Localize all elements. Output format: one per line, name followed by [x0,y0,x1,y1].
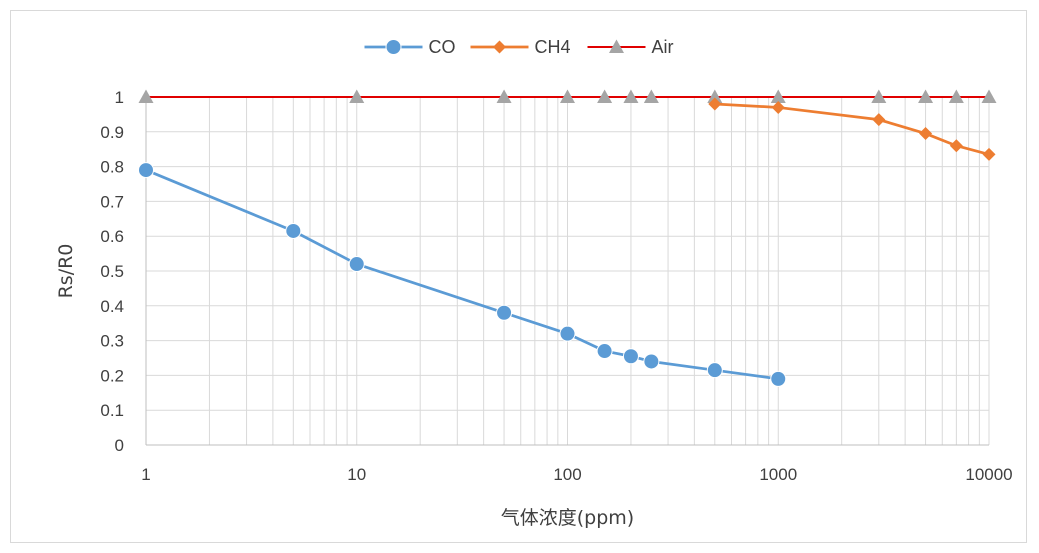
y-tick-label: 0.7 [100,192,124,211]
data-point-co [285,222,302,239]
data-point-ch4 [949,139,963,153]
legend-entry-ch4: CH4 [470,37,571,57]
y-tick-label: 0.5 [100,262,124,281]
y-tick-label: 0.2 [100,366,124,385]
data-point-air [138,89,154,103]
data-point-air [707,89,723,103]
legend-marker-air [609,39,624,53]
data-point-ch4 [771,100,785,114]
y-axis-title: Rs/R0 [55,244,77,299]
data-point-ch4 [872,113,886,127]
x-tick-label: 100 [553,465,581,484]
data-point-air [981,89,997,103]
data-point-ch4 [919,127,933,141]
legend-label: CO [429,37,456,57]
data-point-air [496,89,512,103]
data-point-co [496,304,513,321]
y-tick-label: 0.3 [100,332,124,351]
data-point-air [349,89,365,103]
data-point-air [871,89,887,103]
series-ch4 [708,97,996,161]
series-co [138,162,787,387]
legend-marker-ch4 [493,40,506,54]
series-line-ch4 [714,102,990,156]
data-point-air [597,89,613,103]
data-point-ch4 [708,97,722,111]
data-point-co [643,353,660,370]
data-point-co [770,370,787,387]
legend-marker-co [385,39,402,55]
x-axis-title: 气体浓度(ppm) [501,507,634,529]
y-tick-label: 0.8 [100,158,124,177]
legend-label: Air [652,37,674,57]
y-tick-label: 0.4 [100,297,124,316]
data-point-ch4 [982,147,996,161]
series-layer [138,89,997,387]
data-point-air [623,89,639,103]
chart-container [10,10,1027,543]
x-tick-label: 10 [347,465,366,484]
x-tick-label: 10000 [965,465,1012,484]
data-point-air [948,89,964,103]
data-point-co [138,162,154,179]
legend-label: CH4 [535,37,571,57]
data-point-co [622,348,639,365]
y-tick-label: 0.9 [100,123,124,142]
data-point-co [596,343,613,360]
y-tick-label: 0.1 [100,401,124,420]
data-point-air [560,89,575,103]
x-tick-label: 1 [141,465,150,484]
data-point-air [918,89,934,103]
legend-entry-co: CO [364,37,456,57]
legend: CO CH4 Air [364,37,674,57]
axes: 0 0.1 0.2 0.3 0.4 0.5 0.6 0.7 0.8 0.9 1 1 10 100 1000 1… [100,88,1012,484]
y-tick-label: 1 [115,88,124,107]
data-point-air [770,89,786,103]
series-line-co [145,168,779,381]
data-point-co [706,362,723,379]
y-tick-label: 0 [115,436,124,455]
data-point-co [348,256,365,273]
y-tick-label: 0.6 [100,227,124,246]
grid [146,96,990,445]
data-point-co [559,325,576,342]
series-air [138,89,997,103]
legend-entry-air: Air [587,37,674,57]
data-point-air [643,89,659,103]
x-tick-label: 1000 [759,465,797,484]
